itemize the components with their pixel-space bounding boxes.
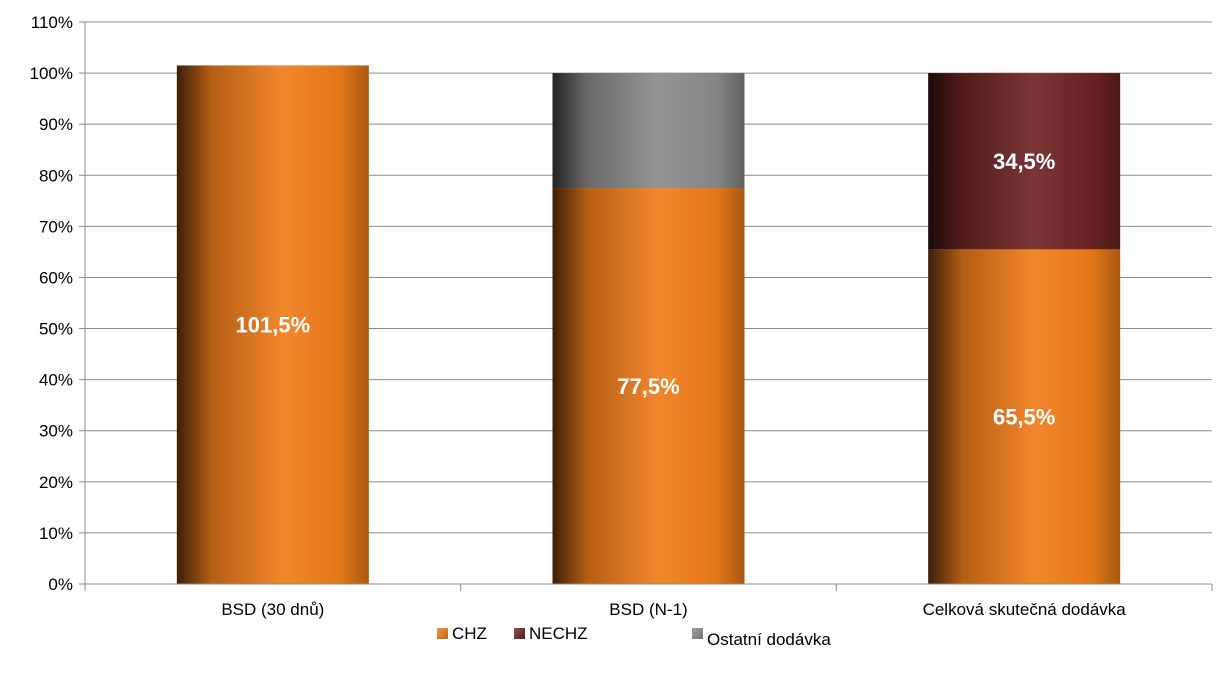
y-tick-label: 100% (30, 64, 73, 83)
legend-swatch (692, 628, 703, 639)
data-label: 65,5% (993, 405, 1055, 430)
legend: CHZ NECHZ Ostatní dodávka (437, 624, 831, 649)
data-label: 77,5% (617, 374, 679, 399)
y-tick-label: 10% (39, 524, 73, 543)
y-tick-label: 40% (39, 371, 73, 390)
legend-swatch (514, 628, 525, 639)
y-tick-label: 60% (39, 268, 73, 287)
bar-segment-chz (552, 188, 745, 584)
bar-segment-chz (928, 249, 1121, 584)
y-tick-label: 110% (31, 13, 73, 32)
data-labels: 101,5% 77,5% 65,5% 34,5% (236, 149, 1056, 429)
x-tick-label: BSD (30 dnů) (221, 600, 324, 619)
legend-label: CHZ (452, 624, 487, 643)
x-tick-label: Celková skutečná dodávka (923, 600, 1127, 619)
x-tick-label: BSD (N-1) (609, 600, 687, 619)
bars (176, 65, 1121, 585)
y-tick-label: 50% (39, 320, 73, 339)
y-tick-label: 80% (39, 166, 73, 185)
legend-label: NECHZ (529, 624, 588, 643)
legend-swatch (437, 628, 448, 639)
bar-segment-chz (176, 65, 369, 585)
y-tick-label: 90% (39, 115, 73, 134)
y-tick-label: 20% (39, 473, 73, 492)
y-tick-label: 70% (39, 217, 73, 236)
y-tick-label: 0% (48, 575, 73, 594)
y-tick-label: 30% (39, 422, 73, 441)
data-label: 34,5% (993, 149, 1055, 174)
data-label: 101,5% (236, 313, 311, 338)
legend-label: Ostatní dodávka (707, 630, 831, 649)
axes: 0% 10% 20% 30% 40% 50% 60% 70% 80% 90% 100% 110% BSD… (30, 13, 1213, 619)
bar-segment-nechz (928, 73, 1121, 250)
bar-segment-ostatn-dod-vka (552, 73, 745, 189)
